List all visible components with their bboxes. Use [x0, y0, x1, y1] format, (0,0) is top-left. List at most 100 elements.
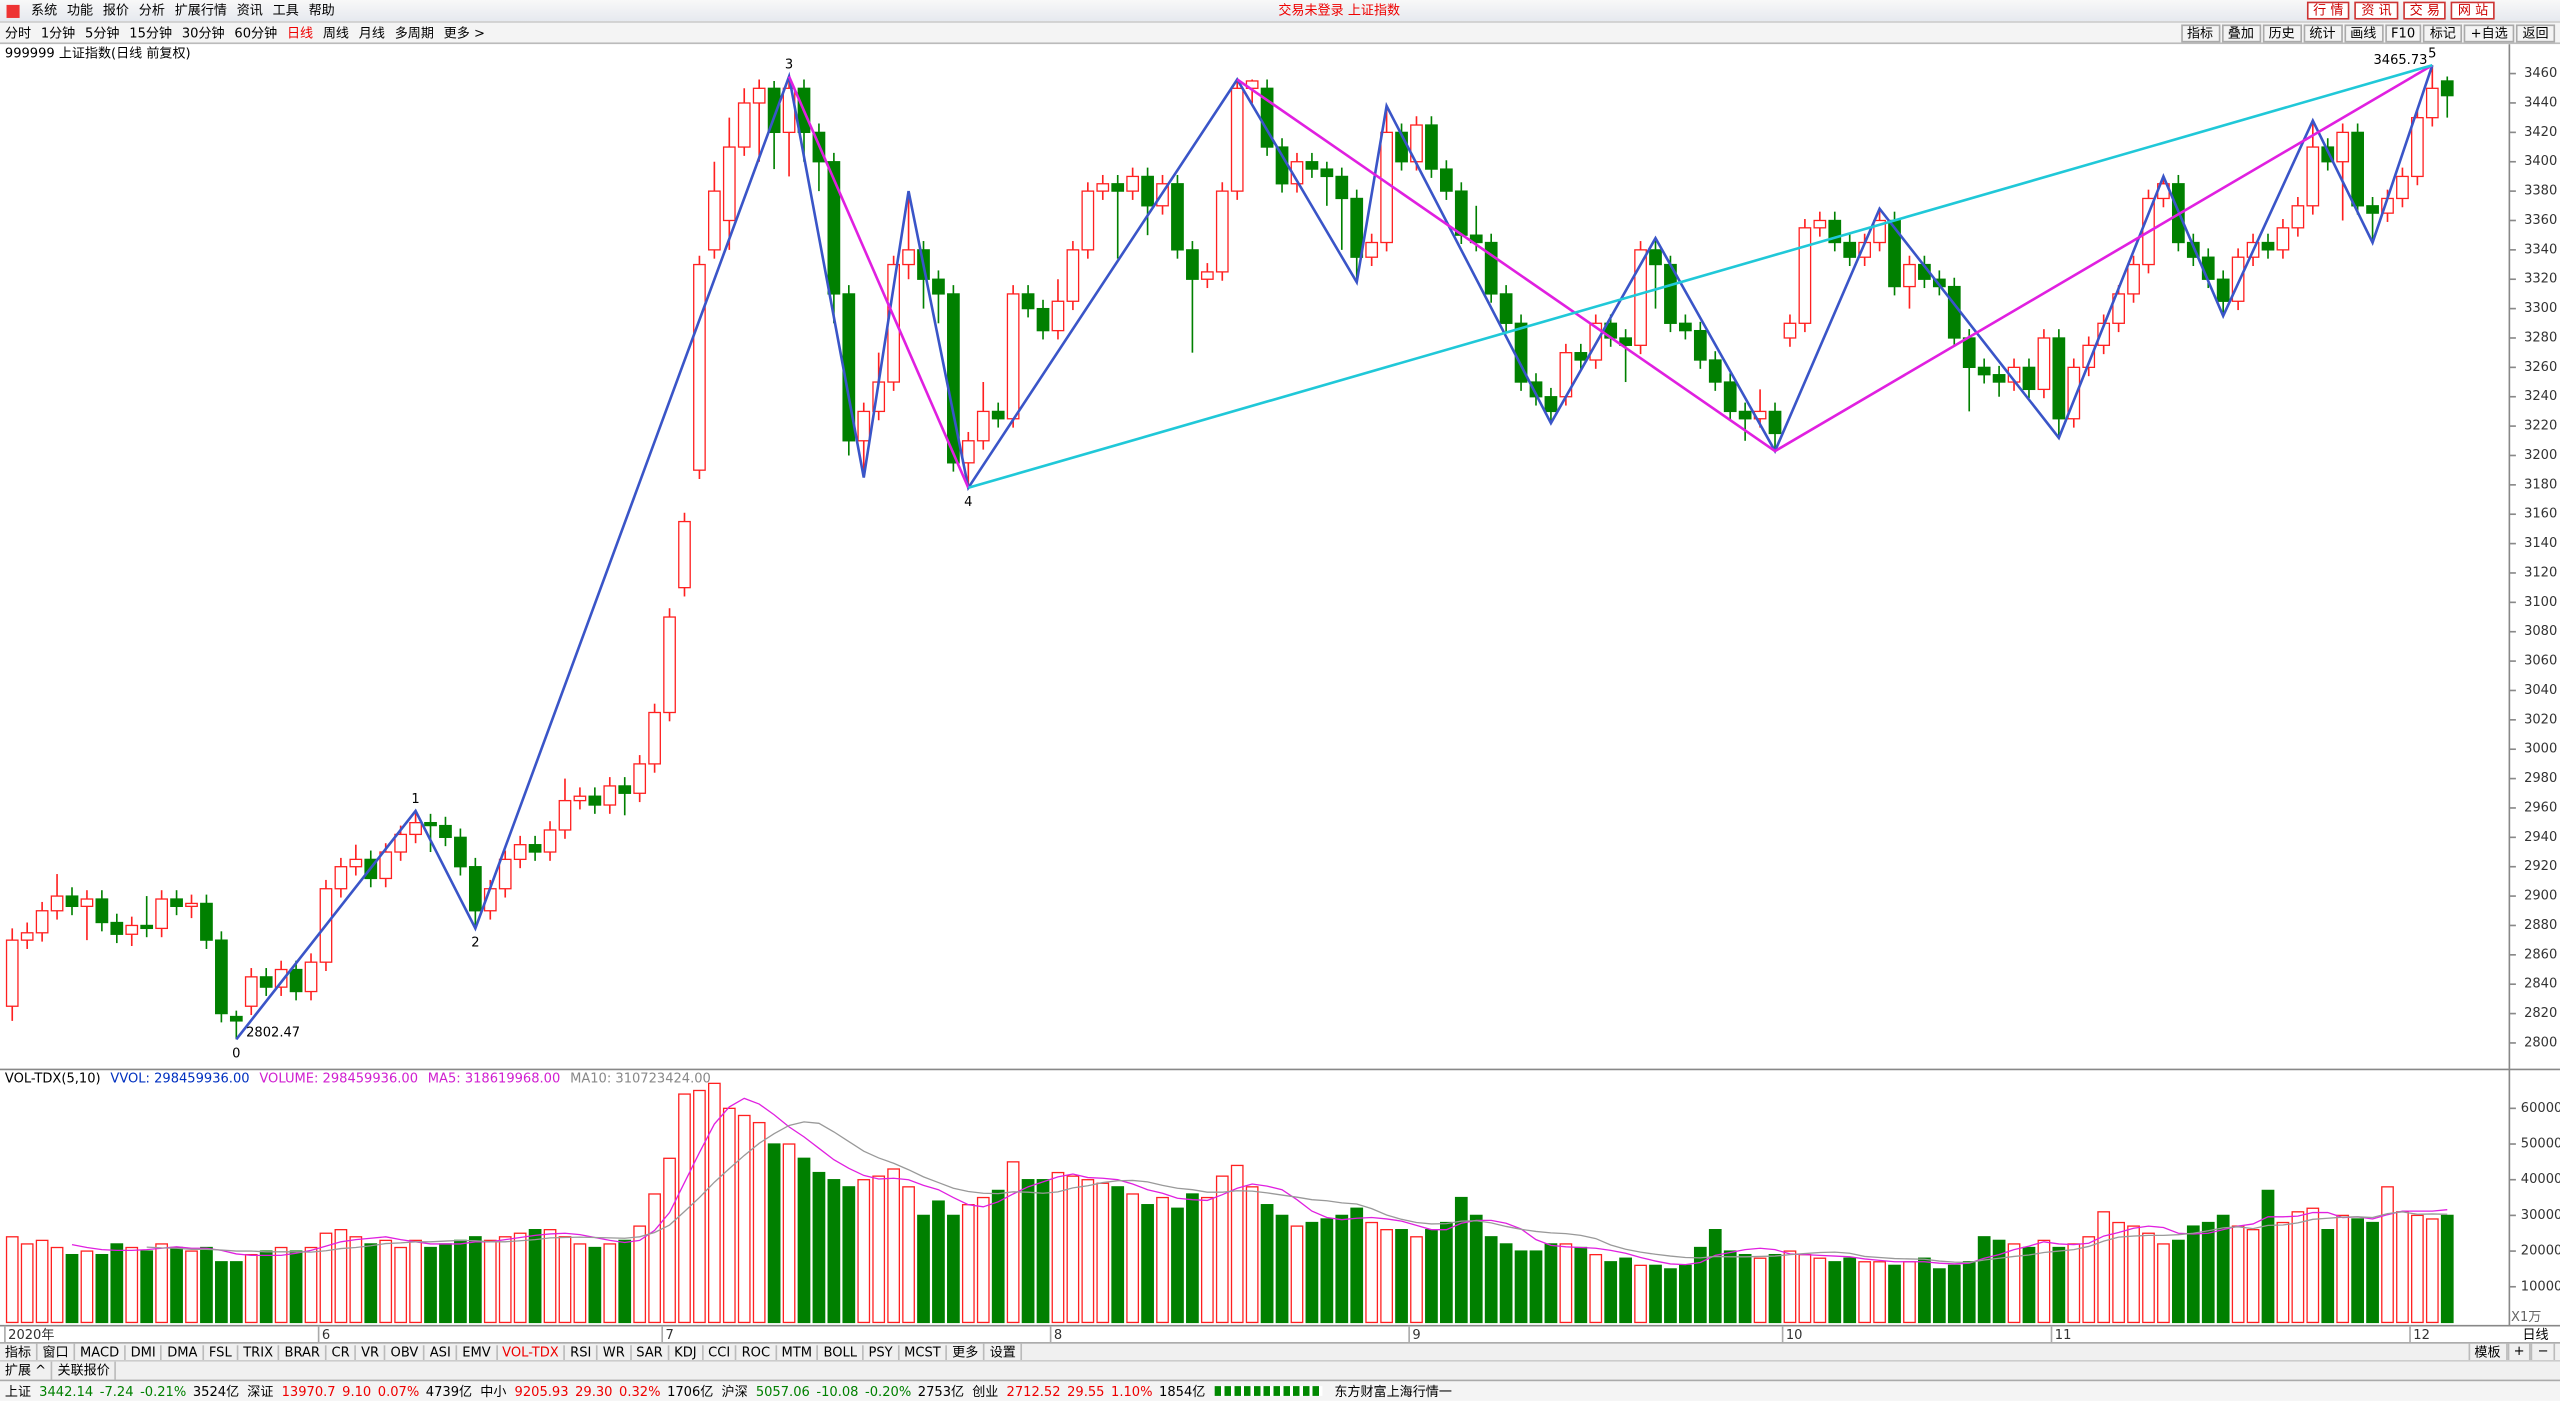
indicator-tab[interactable]: BRAR — [280, 1344, 327, 1360]
volume-bar — [1499, 1243, 1513, 1324]
volume-bar — [110, 1243, 124, 1324]
tool-button[interactable]: 画线 — [2343, 23, 2383, 42]
volume-bar — [2022, 1246, 2036, 1324]
ext-tab[interactable]: 扩展 ^ — [0, 1361, 53, 1380]
indicator-tab[interactable]: MACD — [75, 1344, 126, 1360]
menu-item[interactable]: 报价 — [102, 3, 129, 18]
indicator-tab[interactable]: VOL-TDX — [497, 1344, 566, 1360]
volume-bar — [1574, 1246, 1588, 1324]
tab-tool[interactable]: 模板 — [2467, 1342, 2508, 1361]
menu-button[interactable]: 交 易 — [2403, 1, 2447, 20]
indicator-tab[interactable]: ROC — [737, 1344, 777, 1360]
menu-item[interactable]: 分析 — [138, 3, 165, 18]
candle-body — [2127, 263, 2140, 295]
period-tab[interactable]: 更多 > — [443, 25, 485, 40]
tool-button[interactable]: +自选 — [2464, 23, 2515, 42]
period-tab[interactable]: 多周期 — [394, 25, 434, 40]
index-value: 1854亿 — [1159, 1383, 1206, 1399]
ext-row: 扩展 ^ 关联报价 — [0, 1359, 2560, 1380]
period-tab[interactable]: 15分钟 — [129, 25, 173, 40]
tool-button[interactable]: 叠加 — [2221, 23, 2261, 42]
volume-bar — [259, 1250, 273, 1324]
volume-bar — [827, 1179, 841, 1324]
indicator-tab[interactable]: SAR — [631, 1344, 670, 1360]
tool-button[interactable]: F10 — [2384, 23, 2422, 42]
indicator-tab[interactable]: OBV — [386, 1344, 425, 1360]
candle-body — [2261, 241, 2275, 251]
menu-item[interactable]: 工具 — [272, 3, 299, 18]
menu-item[interactable]: 帮助 — [308, 3, 335, 18]
indicator-tab[interactable]: 指标 — [0, 1342, 38, 1361]
volume-bar — [1006, 1161, 1020, 1324]
candle-body — [663, 616, 676, 714]
tab-tool[interactable]: − — [2531, 1342, 2556, 1361]
indicator-tab[interactable]: DMI — [126, 1344, 163, 1360]
tab-tool[interactable]: + — [2507, 1342, 2532, 1361]
indicator-tab[interactable]: 设置 — [985, 1342, 1023, 1361]
menu-buttons: 行 情资 讯交 易网 站 — [2297, 1, 2560, 20]
indicator-tab[interactable]: TRIX — [238, 1344, 280, 1360]
wave-label: 4 — [964, 495, 972, 510]
tool-button[interactable]: 标记 — [2423, 23, 2463, 42]
period-tab[interactable]: 日线 — [286, 25, 314, 40]
candle-body — [1096, 183, 1110, 192]
indicator-tab[interactable]: BOLL — [819, 1344, 864, 1360]
volume-bar — [1171, 1207, 1184, 1324]
candle-body — [2112, 293, 2125, 324]
period-tab[interactable]: 周线 — [322, 25, 349, 40]
candle-body — [932, 278, 945, 295]
index-value: 4739亿 — [425, 1383, 473, 1399]
period-tab[interactable]: 分时 — [4, 25, 32, 40]
period-tab[interactable]: 60分钟 — [234, 25, 278, 40]
candle-body — [424, 821, 437, 827]
indicator-tab[interactable]: DMA — [162, 1344, 205, 1360]
period-label: 日线 — [2522, 1328, 2548, 1342]
volume-bar — [917, 1214, 930, 1324]
indicator-tab[interactable]: ASI — [425, 1344, 458, 1360]
menu-item[interactable]: 资讯 — [236, 3, 263, 18]
menu-item[interactable]: 扩展行情 — [174, 3, 227, 18]
indicator-tab[interactable]: FSL — [204, 1344, 239, 1360]
menu-button[interactable]: 资 讯 — [2354, 1, 2399, 20]
indicator-tab[interactable]: MCST — [899, 1344, 948, 1360]
menu-item[interactable]: 功能 — [66, 3, 94, 18]
period-bar: 分时 1分钟 5分钟 15分钟 30分钟 60分钟 日线 周线 月线 多周期 更多 > 指标 叠加 历史统… — [0, 22, 2560, 45]
indicator-tab[interactable]: 更多 — [947, 1342, 985, 1361]
indicator-tab[interactable]: PSY — [864, 1344, 900, 1360]
period-tab[interactable]: 5分钟 — [85, 25, 120, 40]
tool-button[interactable]: 历史 — [2262, 23, 2302, 42]
tool-button[interactable]: 统计 — [2302, 23, 2343, 42]
indicator-tab[interactable]: WR — [598, 1344, 632, 1360]
candle-body — [155, 898, 168, 930]
indicator-tab[interactable]: MTM — [777, 1344, 819, 1360]
volume-bar — [80, 1250, 94, 1324]
indicator-tab[interactable]: RSI — [565, 1344, 598, 1360]
index-value: 29.55 — [1067, 1383, 1105, 1399]
indicator-tab[interactable]: CR — [327, 1344, 357, 1360]
period-tab[interactable]: 30分钟 — [181, 25, 225, 40]
tool-button[interactable]: 返回 — [2515, 23, 2556, 42]
volume-bar — [872, 1175, 886, 1324]
y-tick-label: 2860 — [2524, 947, 2557, 962]
volume-bar — [663, 1157, 676, 1324]
menu-item[interactable]: 系统 — [31, 3, 58, 18]
volume-bar — [2142, 1232, 2155, 1324]
volume-bar — [752, 1121, 766, 1324]
volume-bar — [2440, 1214, 2454, 1324]
period-tab[interactable]: 1分钟 — [40, 25, 76, 40]
indicator-tab[interactable]: 窗口 — [38, 1342, 76, 1361]
indicator-tab[interactable]: VR — [356, 1344, 386, 1360]
indicator-tab[interactable]: EMV — [457, 1344, 498, 1360]
ext-tab[interactable]: 关联报价 — [53, 1361, 117, 1380]
indicator-tab[interactable]: KDJ — [669, 1344, 704, 1360]
candle-body — [2291, 205, 2305, 229]
menu-button[interactable]: 网 站 — [2451, 1, 2495, 20]
candle-body — [2351, 131, 2364, 207]
period-tab[interactable]: 月线 — [358, 25, 385, 40]
volume-bar — [737, 1114, 751, 1324]
tool-button[interactable]: 指标 — [2180, 23, 2220, 42]
menu-button[interactable]: 行 情 — [2306, 1, 2350, 20]
indicator-tab[interactable]: CCI — [703, 1344, 737, 1360]
volume-bar — [722, 1107, 736, 1324]
volume-bar — [1649, 1264, 1662, 1324]
